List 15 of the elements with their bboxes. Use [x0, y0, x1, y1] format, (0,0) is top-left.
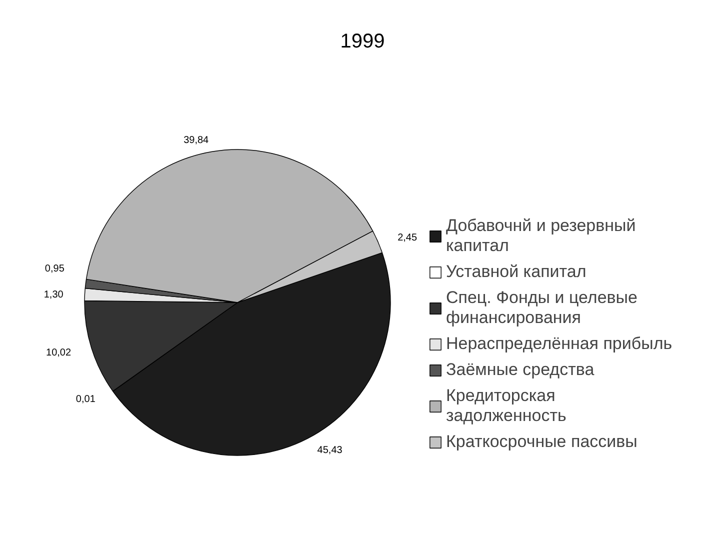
data-label: 39,84 [184, 135, 210, 146]
legend-label: Краткосрочные пассивы [446, 432, 638, 452]
data-label: 1,30 [44, 289, 64, 300]
data-label: 0,01 [76, 394, 96, 405]
data-label: 2,45 [398, 232, 418, 244]
data-label: 0,95 [44, 263, 65, 274]
data-label: 10,02 [46, 347, 72, 358]
legend-label: Нераспределённая прибыль [446, 334, 672, 354]
legend-label: Кредиторская задолженность [446, 386, 566, 426]
legend-label: Уставной капитал [446, 262, 586, 282]
legend-label: Добавочнй и резервный капитал [446, 216, 636, 256]
legend-label: Спец. Фонды и целевые финансирования [446, 288, 638, 328]
data-label: 45,43 [317, 444, 343, 456]
chart-title: 1999 [340, 30, 385, 52]
legend-label: Заёмные средства [446, 360, 594, 380]
